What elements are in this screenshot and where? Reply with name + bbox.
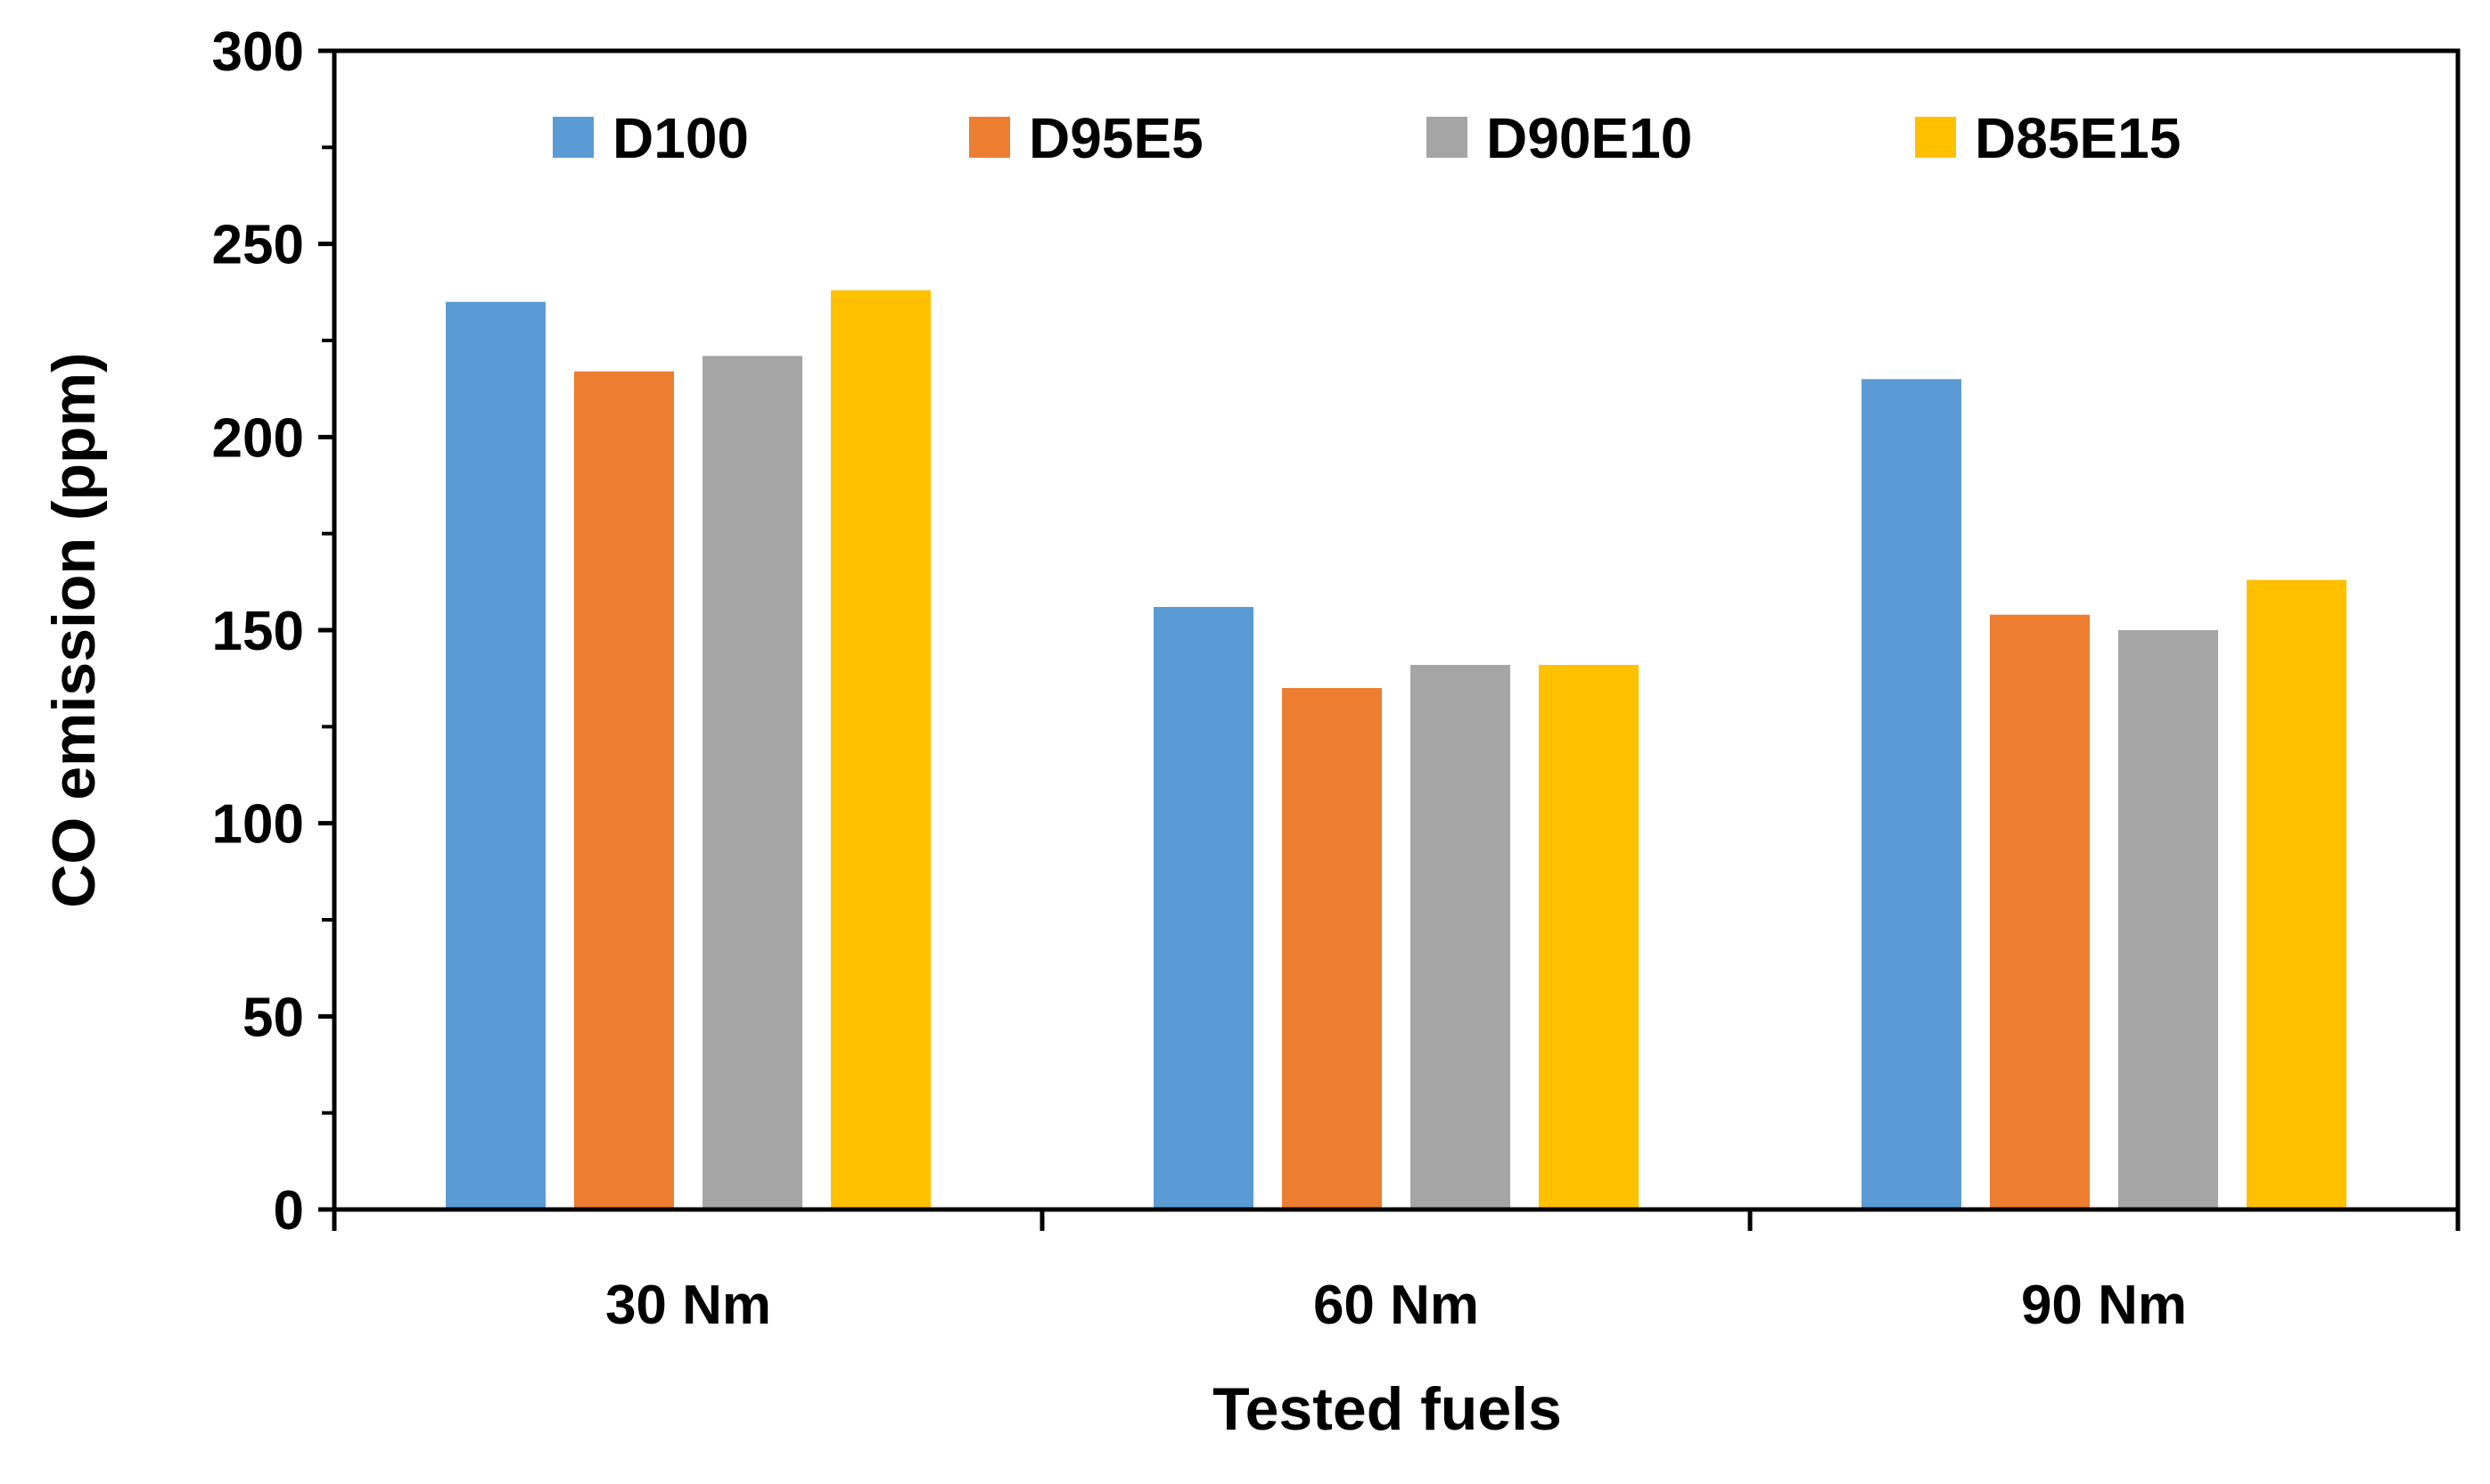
bar-d95e5-2 bbox=[1282, 688, 1382, 1209]
y-tick-label: 200 bbox=[212, 407, 304, 469]
x-tick-label: 60 Nm bbox=[1313, 1275, 1479, 1336]
bar-d90e10-3 bbox=[2118, 630, 2218, 1209]
bars-group bbox=[446, 290, 2346, 1210]
legend-label-d90e10: D90E10 bbox=[1486, 106, 1692, 170]
bar-d95e5-1 bbox=[574, 371, 674, 1210]
legend-swatch-d100 bbox=[553, 117, 594, 158]
bar-d100-2 bbox=[1154, 607, 1253, 1209]
bar-d95e5-3 bbox=[1990, 614, 2090, 1209]
bar-d90e10-2 bbox=[1410, 665, 1510, 1209]
y-tick-label: 150 bbox=[212, 601, 304, 662]
y-tick-label: 300 bbox=[212, 21, 304, 83]
axes-group: 0 50 100 150 200 250 300 30 Nm 60 Nm 90 Nm bbox=[212, 21, 2461, 1336]
legend-label-d100: D100 bbox=[612, 106, 749, 170]
x-tick-label: 90 Nm bbox=[2021, 1275, 2187, 1336]
legend-swatch-d85e15 bbox=[1915, 117, 1956, 158]
x-axis-title: Tested fuels bbox=[1212, 1375, 1562, 1443]
y-tick-label: 100 bbox=[212, 794, 304, 856]
bar-d85e15-2 bbox=[1539, 665, 1639, 1209]
legend: D100 D95E5 D90E10 D85E15 bbox=[553, 106, 2181, 170]
bar-d100-1 bbox=[446, 301, 546, 1210]
legend-swatch-d95e5 bbox=[969, 117, 1010, 158]
legend-label-d95e5: D95E5 bbox=[1029, 106, 1204, 170]
bar-d90e10-1 bbox=[703, 356, 802, 1209]
legend-label-d85e15: D85E15 bbox=[1975, 106, 2181, 170]
y-axis-title: CO emission (ppm) bbox=[40, 352, 108, 907]
bar-d85e15-3 bbox=[2247, 579, 2346, 1209]
legend-swatch-d90e10 bbox=[1426, 117, 1467, 158]
bar-d85e15-1 bbox=[831, 290, 931, 1210]
x-tick-label: 30 Nm bbox=[605, 1275, 771, 1336]
y-tick-label: 50 bbox=[242, 987, 304, 1048]
y-tick-label: 0 bbox=[274, 1180, 304, 1242]
bar-d100-3 bbox=[1861, 379, 1961, 1209]
y-tick-label: 250 bbox=[212, 215, 304, 276]
